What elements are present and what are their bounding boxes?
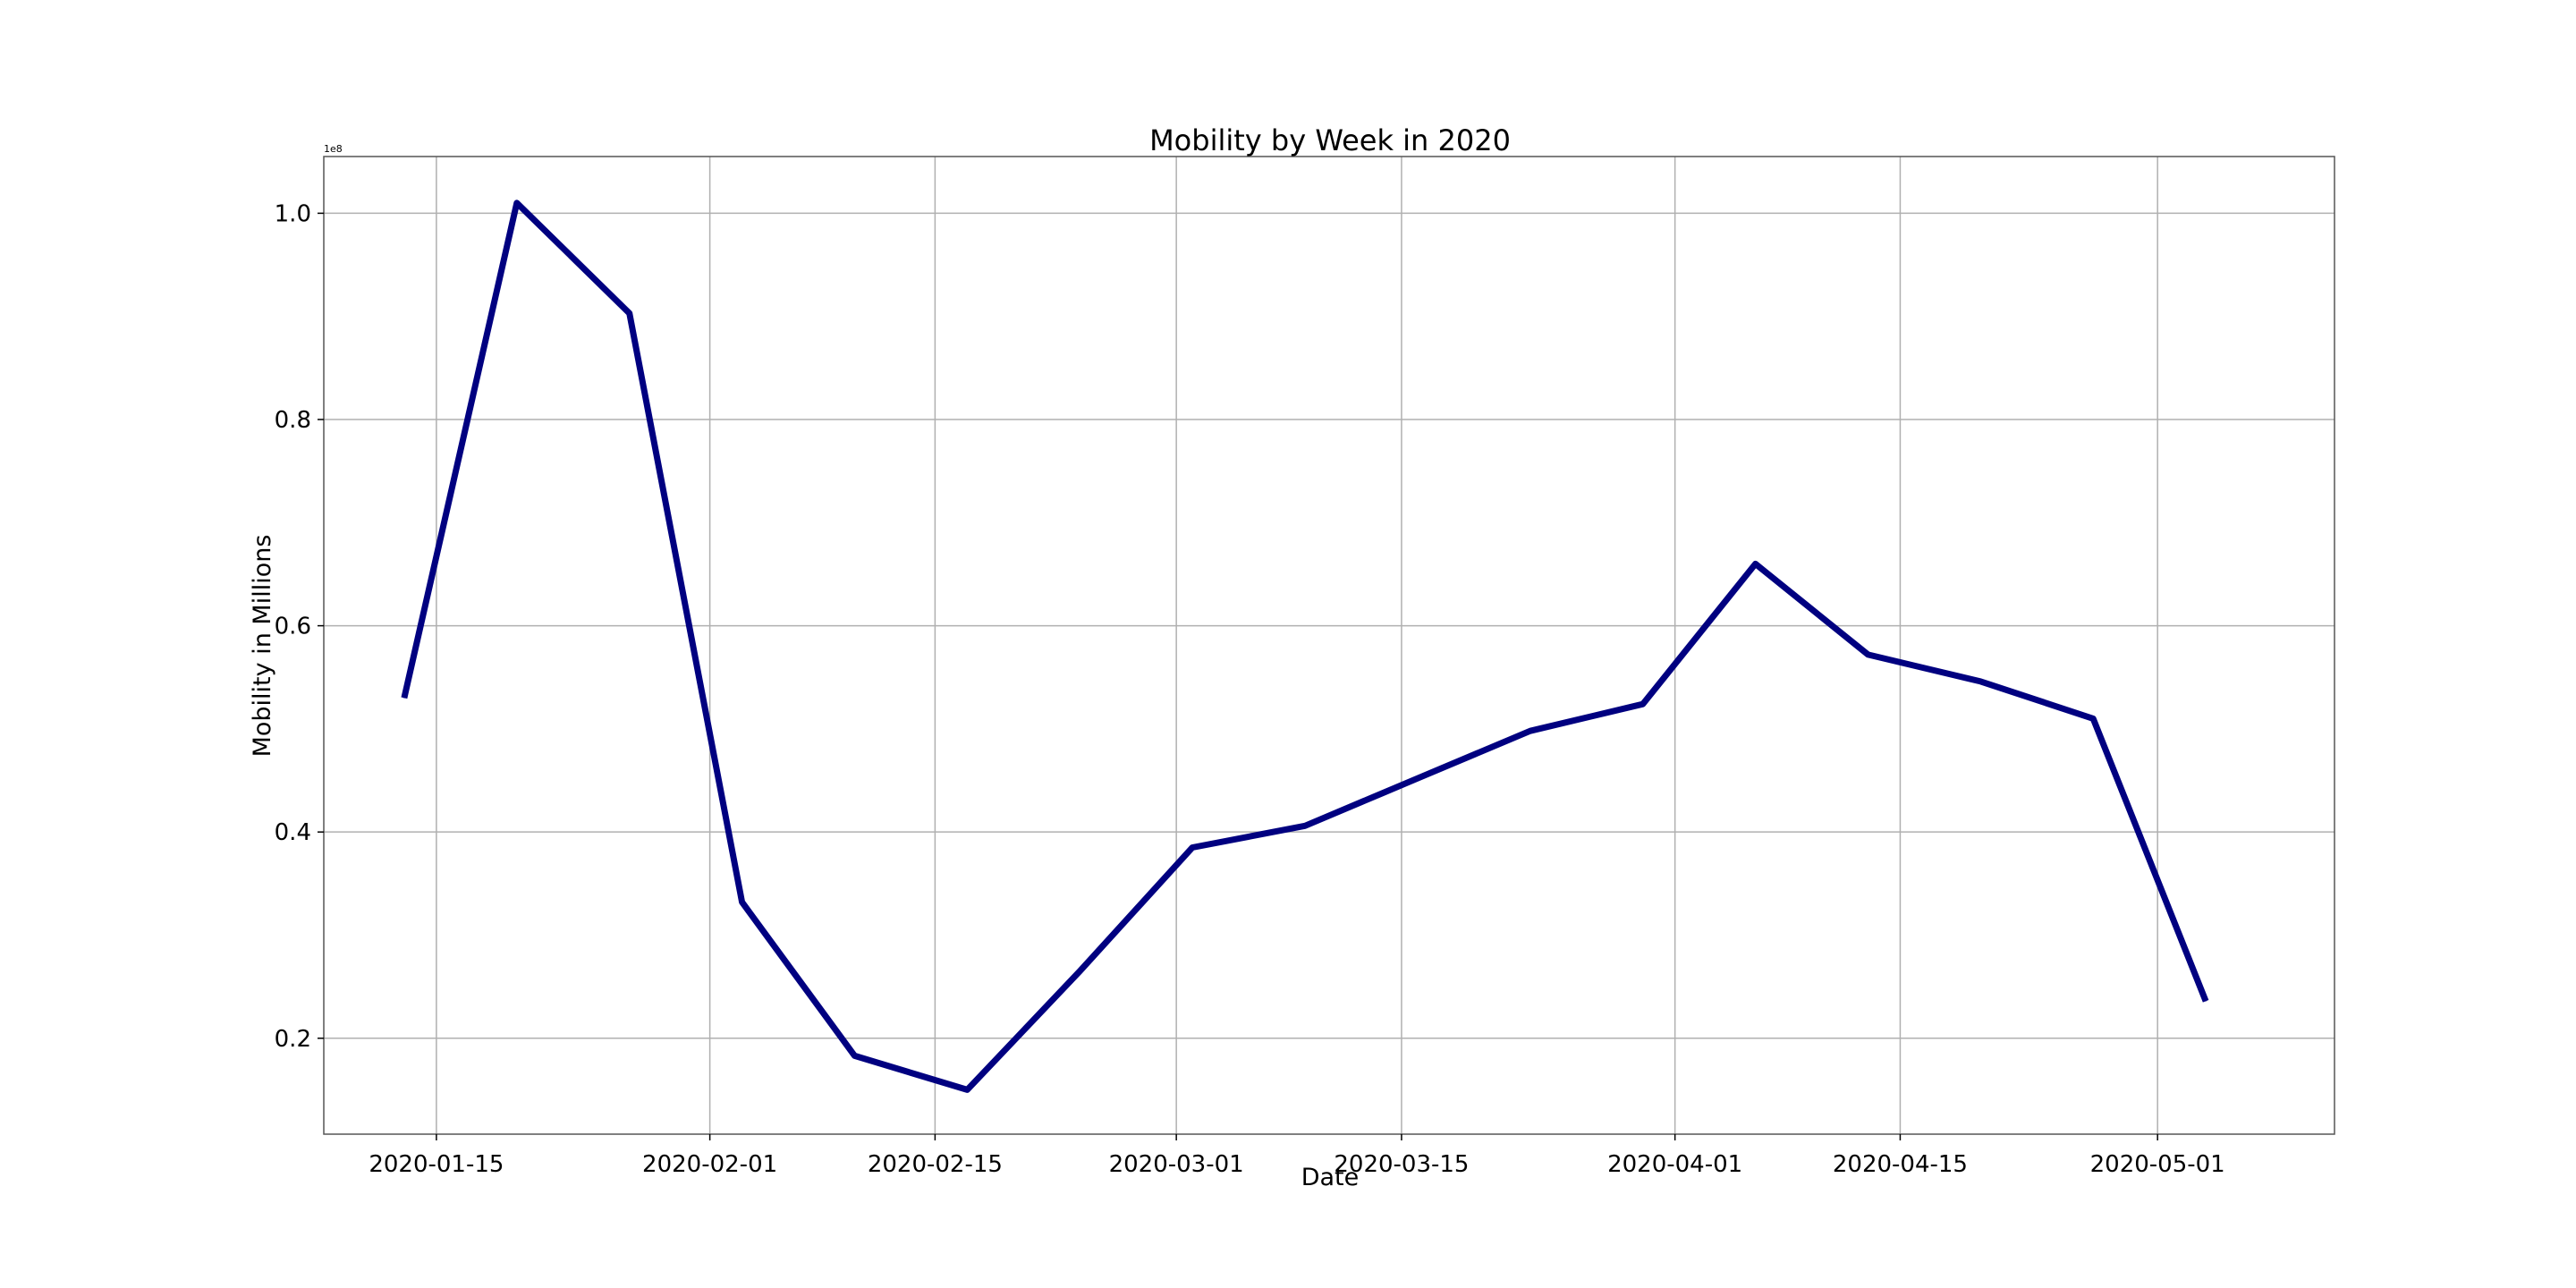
data-point xyxy=(516,202,518,204)
x-tick-label: 2020-03-01 xyxy=(1109,1151,1244,1178)
data-point xyxy=(966,1089,968,1090)
x-tick-label: 2020-04-01 xyxy=(1607,1151,1742,1178)
data-point xyxy=(2092,717,2094,719)
data-point xyxy=(853,1055,855,1056)
grid-lines xyxy=(324,157,2334,1134)
y-tick-label: 1.0 xyxy=(275,200,311,227)
data-point xyxy=(1979,681,1981,682)
y-axis-ticks: 0.2 0.4 0.6 0.8 1.0 xyxy=(275,200,324,1053)
data-point xyxy=(1642,703,1644,705)
y-offset-label: 1e8 xyxy=(324,143,343,155)
x-axis-label: Date xyxy=(1301,1164,1360,1191)
x-tick-label: 2020-01-15 xyxy=(369,1151,504,1178)
y-tick-label: 0.6 xyxy=(275,614,311,640)
chart-title: Mobility by Week in 2020 xyxy=(1149,123,1511,157)
x-tick-label: 2020-03-15 xyxy=(1334,1151,1469,1178)
data-point xyxy=(629,312,631,314)
y-axis-label: Mobility in Millions xyxy=(249,535,276,758)
data-point xyxy=(403,697,405,699)
data-point xyxy=(1191,846,1193,848)
plot-frame xyxy=(323,156,2335,1135)
x-tick-label: 2020-05-01 xyxy=(2090,1151,2225,1178)
y-tick-label: 0.2 xyxy=(275,1026,311,1053)
y-tick-label: 0.8 xyxy=(275,407,311,434)
data-point xyxy=(1417,777,1419,779)
x-tick-label: 2020-02-15 xyxy=(868,1151,1003,1178)
x-tick-label: 2020-02-01 xyxy=(642,1151,777,1178)
x-axis-ticks: 2020-01-15 2020-02-01 2020-02-15 2020-03-01… xyxy=(369,1134,2225,1178)
series-layer xyxy=(401,199,2209,1093)
data-point xyxy=(2205,1000,2207,1002)
y-tick-label: 0.4 xyxy=(275,819,311,846)
x-tick-label: 2020-04-15 xyxy=(1833,1151,1968,1178)
